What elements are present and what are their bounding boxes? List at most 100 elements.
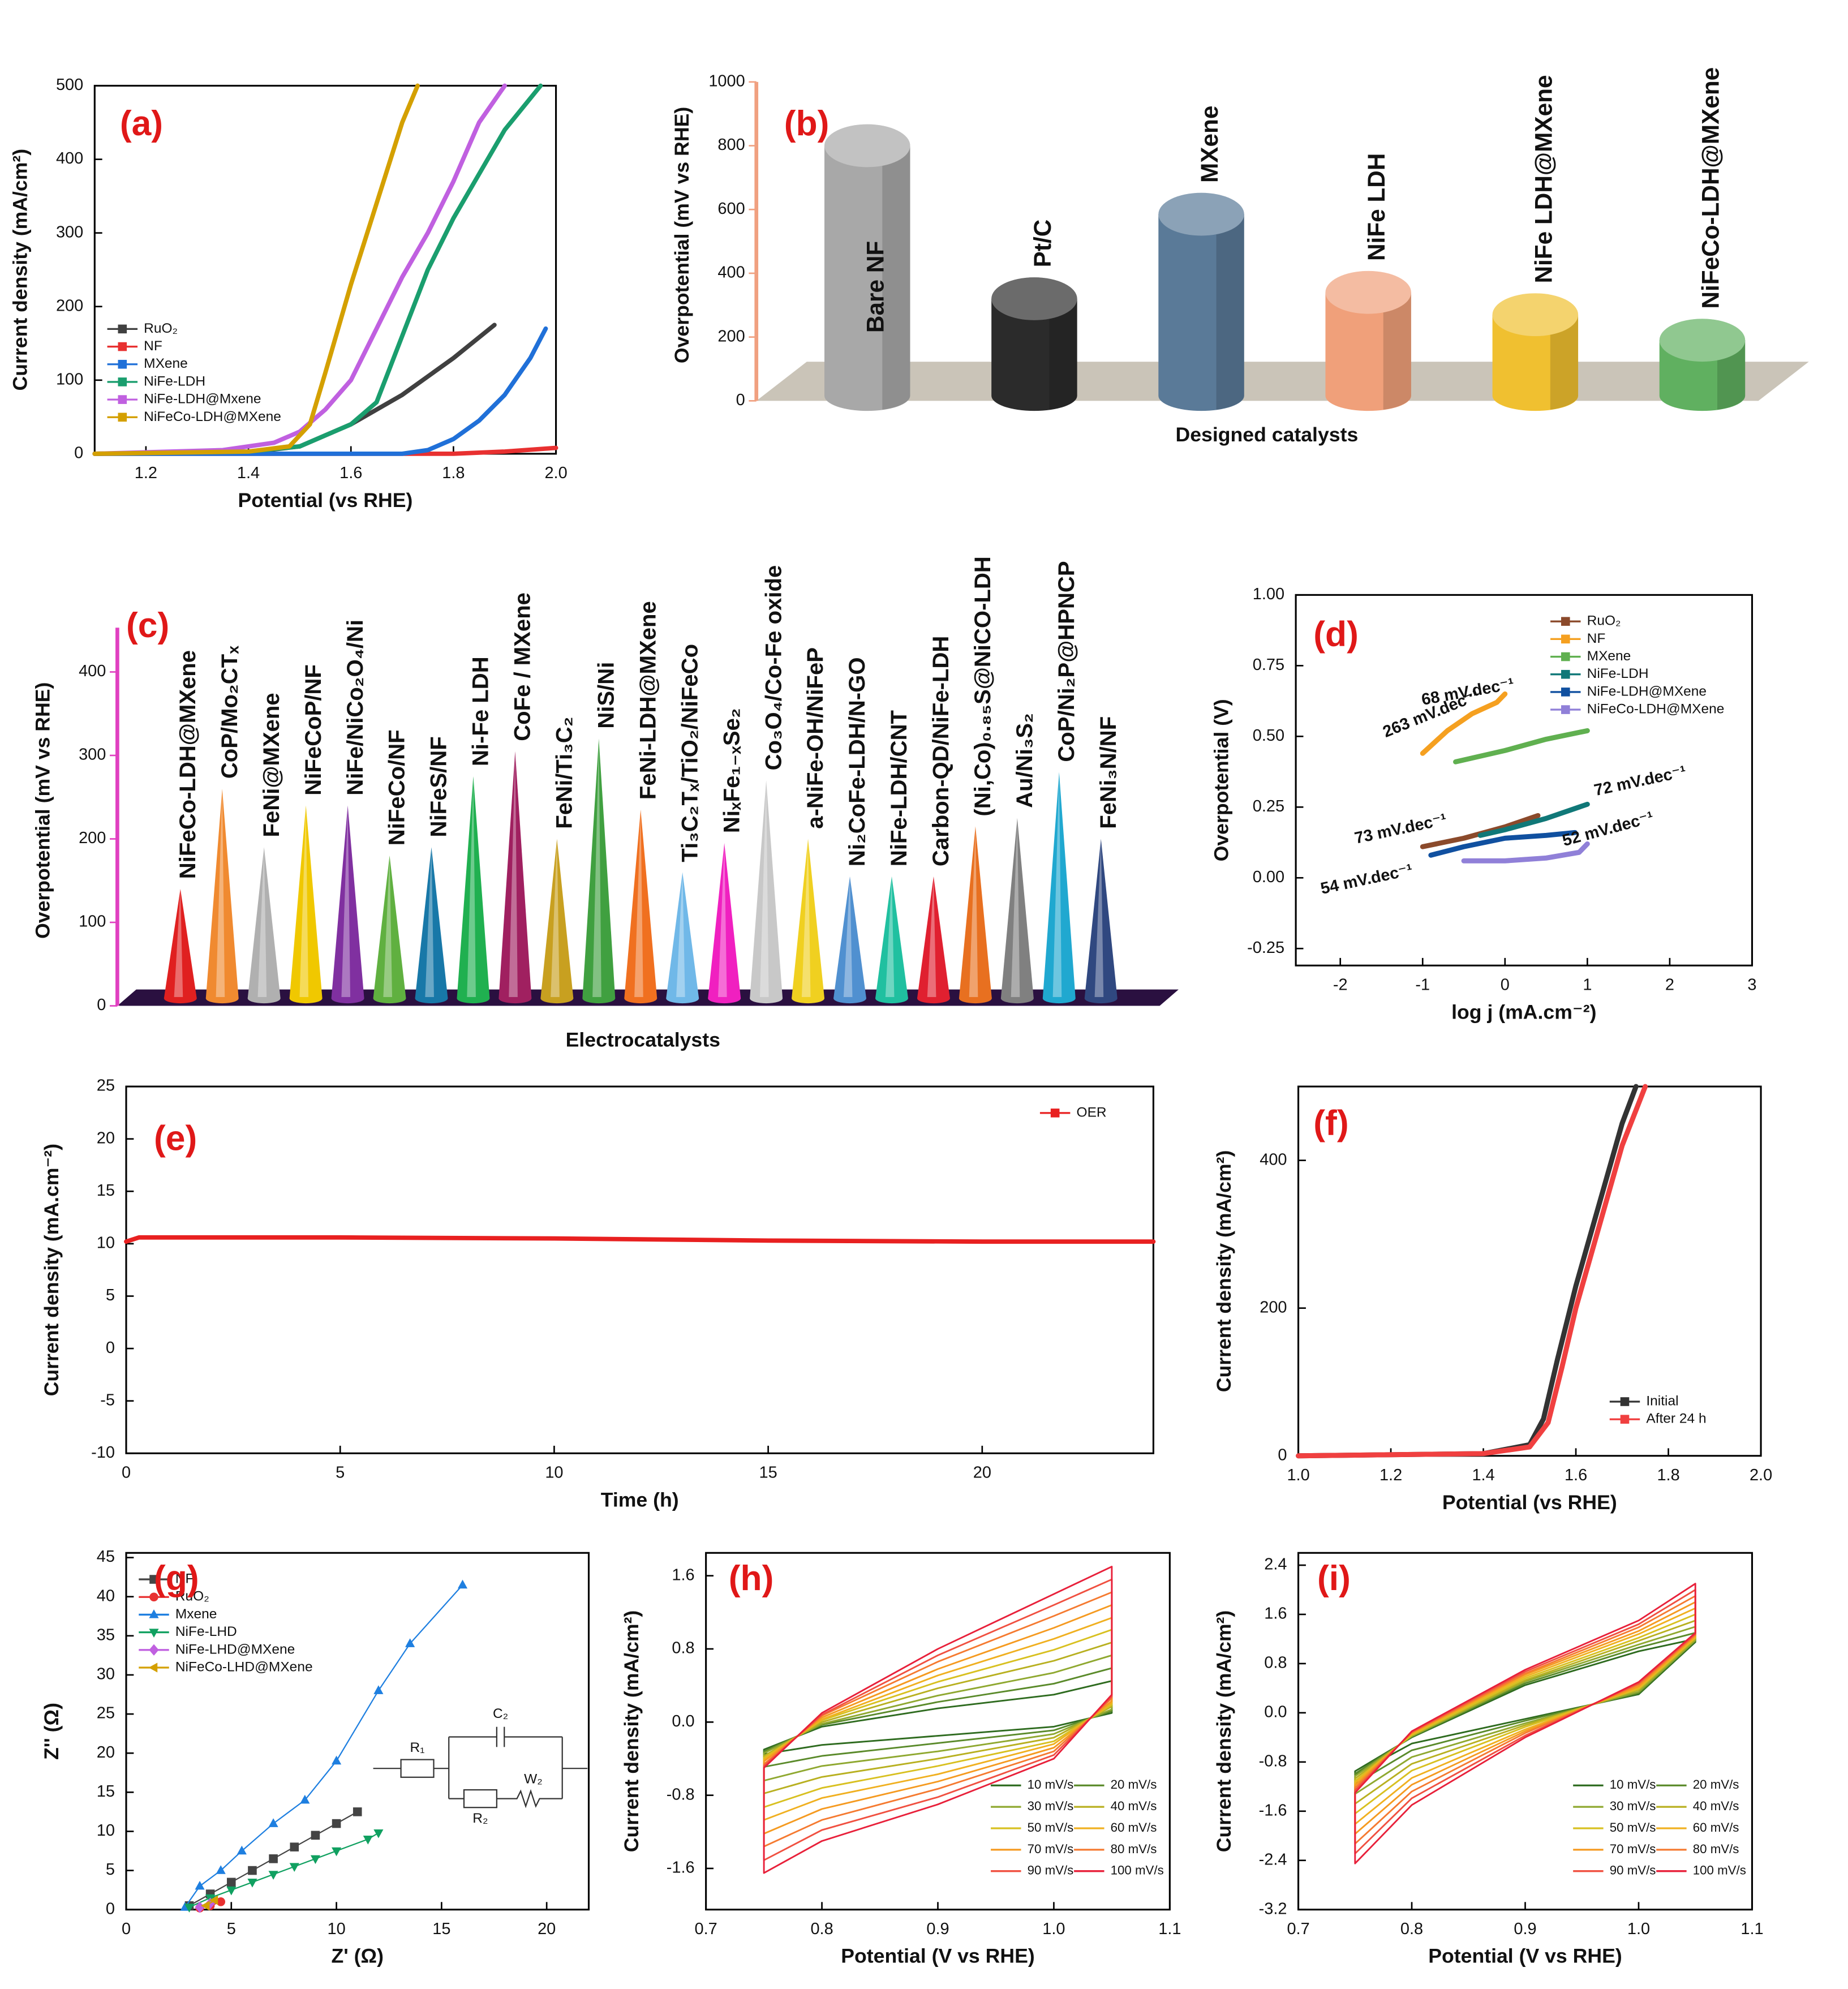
y-tick-label: 1.6: [672, 1566, 694, 1584]
data-point: [457, 1579, 468, 1589]
legend-label: 90 mV/s: [1610, 1863, 1656, 1878]
x-axis-title: Electrocatalysts: [566, 1028, 720, 1051]
bar: [1042, 772, 1076, 999]
data-point: [268, 1871, 278, 1880]
legend-label: 40 mV/s: [1111, 1799, 1157, 1813]
x-tick-label: 15: [759, 1464, 777, 1482]
y-tick-label: 15: [97, 1782, 115, 1801]
legend-label: 70 mV/s: [1610, 1842, 1656, 1856]
bar-highlight: [1011, 818, 1020, 997]
bar-highlight: [341, 805, 351, 997]
bar-highlight: [174, 889, 183, 997]
y-tick-label: 800: [717, 136, 745, 154]
data-point: [405, 1638, 415, 1647]
bar: [824, 145, 910, 411]
y-tick-label: 20: [97, 1129, 115, 1147]
legend-label: 50 mV/s: [1610, 1820, 1656, 1835]
data-point: [237, 1845, 247, 1855]
bar: [247, 847, 281, 999]
category-label: NiFe/NiCo₂O₄/Ni: [343, 620, 368, 796]
bar-top: [1659, 319, 1746, 362]
series-line: [1428, 830, 1578, 858]
y-tick-label: 15: [97, 1182, 115, 1200]
floor: [756, 362, 1809, 401]
bar-highlight: [801, 839, 811, 997]
series-line: [763, 1667, 1113, 1768]
y-tick-label: 0.50: [1253, 727, 1284, 745]
panel-label: (f): [1313, 1104, 1348, 1143]
series-line: [1354, 1607, 1696, 1825]
x-tick-label: 15: [432, 1920, 450, 1938]
category-label: NiFeCo-LDH@MXene: [175, 650, 200, 879]
category-label: Pt/C: [1029, 220, 1056, 268]
bar-highlight: [1052, 772, 1062, 997]
bar-shade: [1550, 315, 1579, 410]
data-point: [216, 1865, 226, 1874]
x-axis-title: Potential (vs RHE): [238, 489, 413, 512]
x-axis-title: Potential (V vs RHE): [1428, 1945, 1622, 1967]
legend-label: NiFe-LDH@MXene: [1587, 684, 1707, 699]
panel-label: (i): [1317, 1559, 1351, 1598]
bar-highlight: [425, 847, 434, 997]
category-label: MXene: [1196, 106, 1223, 183]
x-tick-label: 1.8: [442, 464, 465, 482]
bar: [1000, 818, 1034, 999]
series-line: [1296, 1084, 1648, 1459]
bar: [331, 805, 364, 999]
x-tick-label: 1.6: [1565, 1466, 1587, 1484]
x-axis-title: Time (h): [601, 1488, 679, 1511]
y-tick-label: 40: [97, 1587, 115, 1605]
legend-label: NiFe-LHD: [175, 1624, 237, 1639]
bar-highlight: [551, 839, 560, 997]
series-line: [763, 1617, 1113, 1821]
y-tick-label: -1.6: [1259, 1801, 1287, 1819]
x-tick-label: 0.8: [810, 1920, 833, 1938]
y-tick-label: -1.6: [667, 1859, 695, 1877]
bar: [1084, 839, 1118, 999]
legend-label: 80 mV/s: [1111, 1842, 1157, 1856]
bar-highlight: [676, 872, 685, 997]
series-line: [763, 1654, 1113, 1782]
y-tick-label: 20: [97, 1743, 115, 1762]
legend-marker: [1561, 705, 1570, 714]
x-tick-label: 2: [1665, 976, 1674, 994]
series-line: [763, 1604, 1113, 1835]
legend-marker: [149, 1609, 159, 1618]
data-point: [209, 1895, 218, 1905]
y-tick-label: -0.8: [667, 1785, 695, 1803]
x-tick-label: 1.4: [1472, 1466, 1494, 1484]
bar-top-highlight: [824, 124, 910, 167]
category-label: CoP/Mo₂CTₓ: [217, 646, 242, 779]
legend-label: RuO₂: [175, 1589, 209, 1604]
y-tick-label: 200: [1260, 1298, 1287, 1316]
series-line: [1453, 728, 1590, 764]
bar: [498, 751, 532, 999]
y-tick-label: 400: [1260, 1150, 1287, 1169]
y-tick-label: 1000: [708, 72, 745, 90]
y-tick-label: -0.25: [1247, 939, 1284, 957]
y-tick-label: 400: [79, 662, 106, 680]
bar-highlight: [383, 856, 392, 997]
series-line: [763, 1642, 1113, 1794]
legend-label: 30 mV/s: [1028, 1799, 1074, 1813]
bar-shade: [1383, 292, 1411, 410]
data-point: [311, 1831, 320, 1840]
legend-marker: [118, 342, 127, 351]
y-tick-label: -2.4: [1259, 1850, 1287, 1868]
x-tick-label: 10: [327, 1920, 345, 1938]
category-label: NiFeS/NF: [427, 736, 452, 837]
legend-label: RuO₂: [144, 321, 178, 336]
bar: [582, 738, 616, 999]
y-tick-label: 1.6: [1264, 1605, 1287, 1623]
bar-highlight: [634, 809, 643, 997]
legend-label: 80 mV/s: [1693, 1842, 1739, 1856]
y-axis-title: Current density (mA.cm⁻²): [40, 1144, 63, 1396]
panel-label: (b): [784, 104, 830, 143]
legend-label: NF: [144, 338, 162, 354]
y-tick-label: 500: [56, 76, 83, 94]
data-point: [363, 1836, 373, 1845]
data-point: [332, 1755, 342, 1765]
bar: [164, 889, 197, 999]
category-label: CoFe / MXene: [510, 592, 535, 741]
y-tick-label: 25: [97, 1704, 115, 1722]
